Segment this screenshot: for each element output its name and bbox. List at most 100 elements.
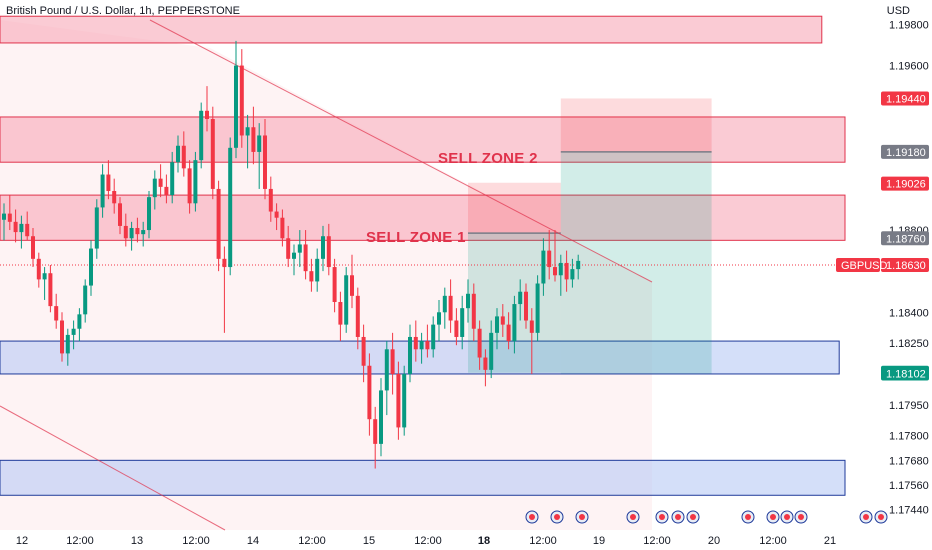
trendline-lower — [0, 405, 226, 531]
zone-resistance-2 — [0, 194, 846, 241]
price-tick-label: 1.17560 — [889, 480, 929, 492]
candle-body — [216, 188, 221, 259]
candle-body — [524, 291, 528, 321]
price-badge-label: 1.18760 — [886, 233, 926, 245]
candle-body — [326, 236, 331, 268]
time-tick-label: 12:00 — [759, 535, 787, 547]
candle-body — [7, 213, 12, 222]
candle-body — [413, 336, 418, 350]
event-flag-dot — [690, 514, 696, 520]
candle-body — [164, 186, 169, 196]
candle-body — [77, 314, 82, 329]
candle-body — [553, 267, 557, 276]
candle-body — [147, 197, 151, 231]
candle-body — [193, 160, 198, 204]
event-flag-dot — [798, 514, 804, 520]
currency-label: USD — [886, 5, 910, 17]
event-flag-dot — [784, 514, 790, 520]
candle-body — [118, 203, 122, 226]
candle-body — [112, 190, 117, 204]
position-1-reward — [560, 151, 712, 374]
last-price-label: 1.18630 — [886, 260, 926, 272]
candle-body — [576, 260, 581, 270]
candle-body — [547, 250, 552, 268]
candle-body — [448, 295, 453, 321]
candle-body — [106, 174, 111, 191]
price-tick-label: 1.19600 — [889, 61, 929, 73]
candles — [2, 40, 581, 469]
candle-body — [152, 178, 157, 198]
candle-body — [483, 357, 488, 370]
event-flag-dot — [630, 514, 636, 520]
candle-body — [25, 223, 30, 237]
candle-body — [396, 373, 401, 428]
candle-body — [83, 285, 88, 315]
event-flag-dot — [659, 514, 665, 520]
time-tick-label: 12:00 — [66, 535, 94, 547]
candle-body — [60, 320, 64, 354]
event-flag-dot — [579, 514, 585, 520]
candle-body — [199, 110, 204, 161]
price-badge — [881, 91, 929, 106]
price-badge-label: 1.19180 — [886, 147, 926, 159]
candle-body — [390, 349, 395, 374]
event-flag-dot — [745, 514, 751, 520]
price-axis: 1.198001.196001.188001.184001.182501.179… — [836, 19, 929, 517]
position-0-risk — [468, 182, 561, 234]
candle-body — [13, 221, 18, 233]
candle-body — [512, 304, 517, 342]
price-badge — [881, 176, 929, 191]
candle-body — [541, 250, 546, 284]
candle-body — [158, 178, 163, 187]
price-badge — [881, 231, 929, 246]
candle-body — [477, 328, 482, 358]
candle-body — [367, 365, 372, 420]
time-tick-label: 12:00 — [529, 535, 557, 547]
candle-body — [495, 316, 499, 333]
price-badge — [881, 366, 929, 381]
event-flag-dot — [554, 514, 560, 520]
candle-body — [210, 119, 215, 189]
candle-body — [355, 295, 360, 337]
candle-body — [350, 275, 354, 296]
sell-zone-2-label: SELL ZONE 2 — [438, 150, 538, 167]
candle-body — [303, 244, 308, 272]
event-flag-dot — [770, 514, 776, 520]
symbol-badge — [836, 258, 880, 272]
candle-body — [500, 316, 505, 325]
candle-body — [338, 302, 343, 325]
time-tick-label: 21 — [824, 535, 836, 547]
time-tick-label: 12:00 — [182, 535, 210, 547]
candle-body — [437, 312, 441, 325]
candle-body — [454, 320, 459, 337]
candle-body — [54, 306, 59, 321]
time-tick-label: 12:00 — [298, 535, 326, 547]
price-tick-label: 1.18250 — [889, 338, 929, 350]
candle-body — [506, 324, 511, 342]
candle-body — [321, 236, 325, 259]
candle-body — [286, 238, 291, 259]
time-tick-label: 20 — [708, 535, 720, 547]
candle-body — [564, 262, 569, 280]
candle-body — [489, 332, 494, 370]
candle-body — [48, 273, 53, 307]
candle-body — [100, 174, 105, 208]
last-price-badge — [881, 258, 929, 272]
candle-body — [71, 328, 76, 335]
candle-body — [176, 145, 180, 163]
time-tick-label: 13 — [131, 535, 143, 547]
candle-body — [123, 225, 128, 239]
candle-body — [94, 207, 99, 249]
candle-body — [280, 217, 285, 239]
candle-body — [65, 334, 70, 354]
event-flag-dot — [529, 514, 535, 520]
price-tick-label: 1.17950 — [889, 400, 929, 412]
candle-body — [460, 308, 465, 337]
candle-body — [384, 349, 389, 391]
candle-body — [292, 252, 296, 259]
candle-body — [42, 273, 47, 280]
candle-body — [263, 135, 267, 189]
candle-body — [402, 373, 407, 428]
candle-body — [471, 293, 476, 329]
